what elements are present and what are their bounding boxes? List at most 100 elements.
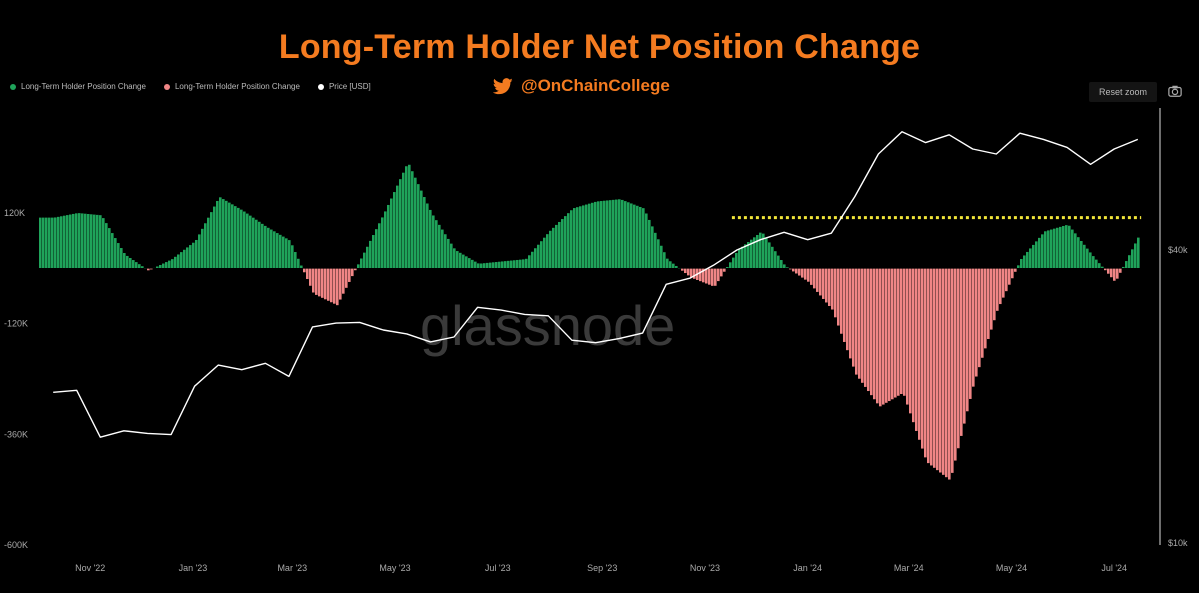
bar bbox=[855, 268, 858, 375]
legend-label-price: Price [USD] bbox=[328, 82, 371, 91]
bar bbox=[282, 236, 285, 269]
bar bbox=[639, 206, 642, 269]
bar bbox=[207, 217, 210, 269]
bar bbox=[849, 268, 852, 359]
legend-label-positive: Long-Term Holder Position Change bbox=[21, 82, 146, 91]
bar bbox=[999, 268, 1002, 305]
bar bbox=[360, 258, 363, 269]
bar bbox=[699, 268, 702, 282]
bar bbox=[909, 268, 912, 414]
bar bbox=[1110, 268, 1113, 278]
bar bbox=[237, 207, 240, 269]
bar bbox=[729, 262, 732, 269]
x-tick-label: Jul '23 bbox=[485, 563, 511, 573]
handle-text: @OnChainCollege bbox=[521, 76, 670, 95]
bar bbox=[390, 198, 393, 269]
bar bbox=[171, 259, 174, 269]
bar bbox=[888, 268, 891, 402]
bar bbox=[546, 234, 549, 269]
bar bbox=[57, 216, 60, 269]
bar bbox=[819, 268, 822, 296]
bar bbox=[447, 238, 450, 269]
bar bbox=[561, 219, 564, 269]
bar bbox=[777, 255, 780, 269]
bar bbox=[822, 268, 825, 299]
bar bbox=[627, 202, 630, 269]
bar bbox=[624, 201, 627, 269]
bar bbox=[462, 254, 465, 269]
bar bbox=[558, 221, 561, 269]
bar bbox=[1122, 266, 1125, 269]
bar bbox=[324, 268, 327, 300]
bar bbox=[984, 268, 987, 349]
bar bbox=[267, 227, 270, 269]
bar bbox=[852, 268, 855, 367]
bar bbox=[1008, 268, 1011, 285]
bar bbox=[480, 263, 483, 269]
bar bbox=[705, 268, 708, 284]
legend-label-negative: Long-Term Holder Position Change bbox=[174, 82, 300, 91]
bar bbox=[960, 268, 963, 436]
bar bbox=[276, 233, 279, 269]
bar bbox=[993, 268, 996, 321]
bar bbox=[690, 268, 693, 278]
bar bbox=[711, 268, 714, 286]
camera-icon[interactable] bbox=[1168, 84, 1182, 98]
bar bbox=[783, 264, 786, 269]
bar bbox=[39, 217, 42, 269]
bar bbox=[525, 258, 528, 269]
y-axis-right: $40k $10k bbox=[1168, 245, 1188, 548]
bar bbox=[129, 257, 132, 269]
bar bbox=[1011, 268, 1014, 279]
bar bbox=[975, 268, 978, 377]
reset-zoom-button[interactable]: Reset zoom bbox=[1089, 82, 1157, 102]
bar bbox=[567, 213, 570, 269]
bar bbox=[414, 177, 417, 269]
bar bbox=[486, 262, 489, 269]
bar bbox=[894, 268, 897, 398]
x-tick-label: Jan '23 bbox=[179, 563, 208, 573]
bar bbox=[954, 268, 957, 461]
bar bbox=[621, 199, 624, 269]
bar bbox=[405, 166, 408, 269]
bar bbox=[264, 225, 267, 269]
legend-item-negative[interactable]: Long-Term Holder Position Change bbox=[163, 82, 300, 91]
bar bbox=[780, 260, 783, 269]
bar bbox=[1038, 237, 1041, 269]
bar bbox=[786, 267, 789, 269]
bar bbox=[933, 268, 936, 468]
bar bbox=[582, 205, 585, 269]
bar bbox=[387, 204, 390, 269]
bar bbox=[306, 268, 309, 280]
bar bbox=[543, 237, 546, 269]
bar bbox=[498, 261, 501, 269]
bar bbox=[1113, 268, 1116, 281]
bar bbox=[726, 267, 729, 269]
bar bbox=[903, 268, 906, 396]
legend-item-price[interactable]: Price [USD] bbox=[317, 82, 371, 91]
bar bbox=[1005, 268, 1008, 292]
bar bbox=[168, 260, 171, 269]
bar bbox=[615, 199, 618, 269]
bar bbox=[1053, 228, 1056, 269]
bar bbox=[438, 224, 441, 269]
bar bbox=[381, 217, 384, 269]
bar bbox=[990, 268, 993, 330]
x-tick-label: Mar '23 bbox=[277, 563, 307, 573]
bar bbox=[81, 213, 84, 269]
bar bbox=[396, 185, 399, 269]
bar bbox=[1092, 256, 1095, 269]
y-tick-label: 120K bbox=[4, 208, 25, 218]
chart-legend: Long-Term Holder Position Change Long-Te… bbox=[10, 82, 371, 91]
bar bbox=[420, 190, 423, 269]
bar bbox=[885, 268, 888, 403]
bar bbox=[249, 215, 252, 269]
bar bbox=[456, 251, 459, 269]
bar bbox=[270, 229, 273, 269]
bar bbox=[585, 204, 588, 269]
legend-item-positive[interactable]: Long-Term Holder Position Change bbox=[10, 82, 146, 91]
bar bbox=[693, 268, 696, 279]
bar bbox=[921, 268, 924, 449]
bar bbox=[537, 244, 540, 269]
bar bbox=[219, 197, 222, 269]
